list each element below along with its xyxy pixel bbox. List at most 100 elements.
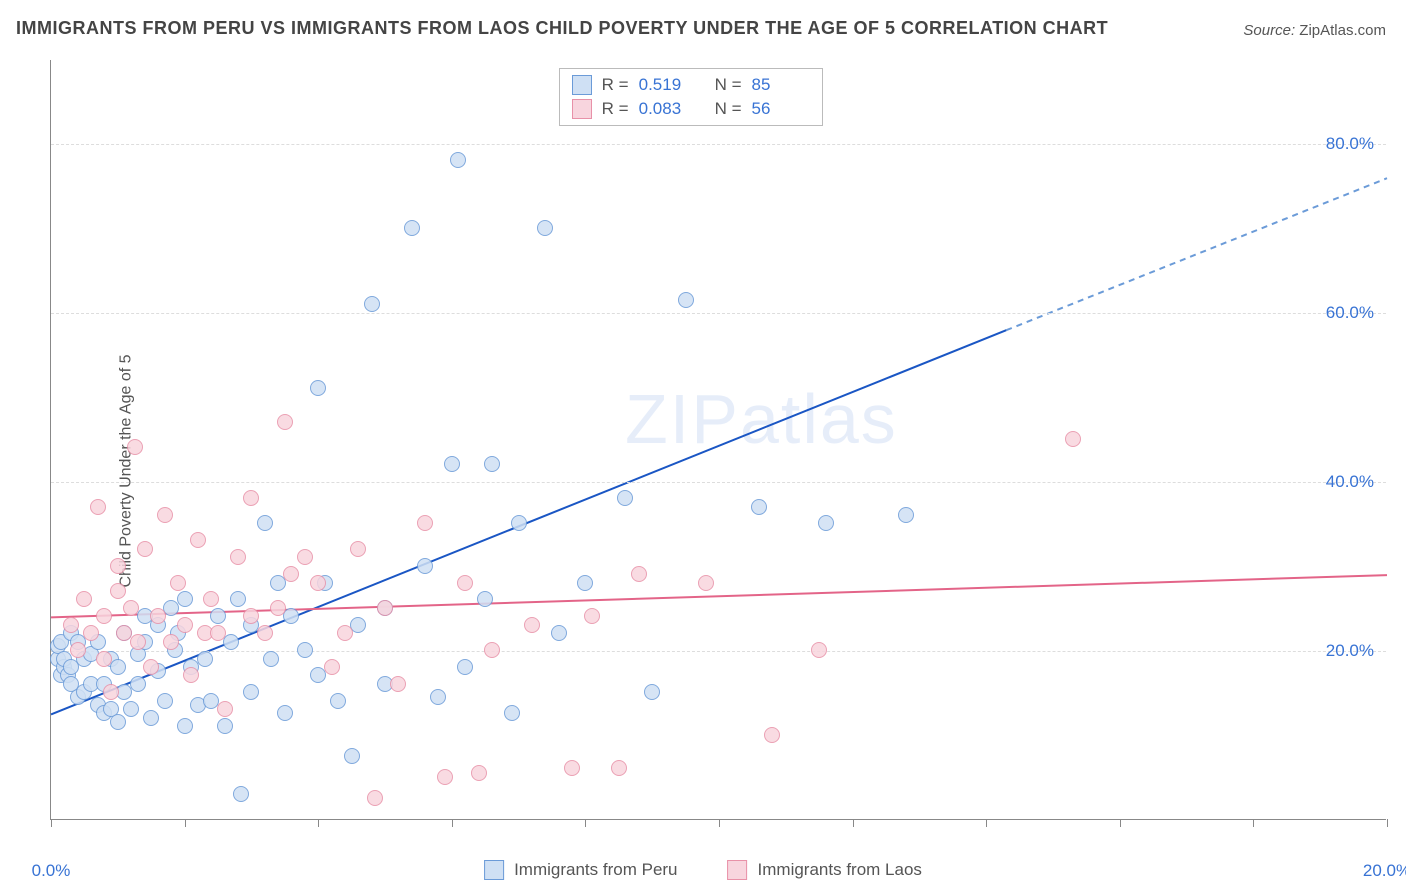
scatter-point: [217, 718, 233, 734]
x-tick: [986, 819, 987, 827]
r-label: R =: [602, 75, 629, 95]
legend-swatch: [728, 860, 748, 880]
scatter-point: [243, 490, 259, 506]
scatter-point: [818, 515, 834, 531]
scatter-point: [283, 608, 299, 624]
gridline-horizontal: [51, 651, 1386, 652]
scatter-point: [110, 583, 126, 599]
y-tick-label: 80.0%: [1326, 134, 1374, 154]
scatter-point: [130, 634, 146, 650]
legend-label: Immigrants from Peru: [514, 860, 677, 880]
scatter-point: [76, 591, 92, 607]
chart-container: Child Poverty Under the Age of 5 ZIPatla…: [0, 50, 1406, 892]
scatter-point: [297, 549, 313, 565]
trend-lines-layer: [51, 60, 1386, 819]
scatter-point: [197, 651, 213, 667]
scatter-point: [96, 608, 112, 624]
scatter-point: [103, 684, 119, 700]
scatter-point: [257, 625, 273, 641]
scatter-point: [263, 651, 279, 667]
scatter-point: [390, 676, 406, 692]
scatter-point: [110, 558, 126, 574]
scatter-point: [143, 710, 159, 726]
scatter-point: [277, 414, 293, 430]
scatter-point: [417, 515, 433, 531]
legend-label: Immigrants from Laos: [758, 860, 922, 880]
scatter-point: [170, 575, 186, 591]
scatter-point: [90, 499, 106, 515]
stat-legend-row: R =0.083N =56: [572, 97, 810, 121]
scatter-point: [130, 676, 146, 692]
scatter-point: [277, 705, 293, 721]
scatter-point: [617, 490, 633, 506]
scatter-point: [210, 608, 226, 624]
scatter-point: [96, 651, 112, 667]
scatter-point: [283, 566, 299, 582]
scatter-point: [223, 634, 239, 650]
scatter-point: [177, 617, 193, 633]
source-label: Source:: [1243, 22, 1295, 39]
x-tick: [452, 819, 453, 827]
scatter-point: [611, 760, 627, 776]
scatter-point: [183, 667, 199, 683]
scatter-point: [137, 541, 153, 557]
scatter-point: [457, 659, 473, 675]
scatter-point: [484, 456, 500, 472]
stat-legend-row: R =0.519N =85: [572, 73, 810, 97]
scatter-point: [444, 456, 460, 472]
scatter-point: [210, 625, 226, 641]
scatter-point: [324, 659, 340, 675]
scatter-point: [377, 600, 393, 616]
scatter-point: [143, 659, 159, 675]
scatter-point: [551, 625, 567, 641]
scatter-point: [337, 625, 353, 641]
n-label: N =: [715, 99, 742, 119]
scatter-point: [177, 718, 193, 734]
y-tick-label: 20.0%: [1326, 641, 1374, 661]
scatter-point: [163, 634, 179, 650]
scatter-point: [457, 575, 473, 591]
scatter-point: [230, 549, 246, 565]
scatter-point: [203, 591, 219, 607]
scatter-point: [751, 499, 767, 515]
x-tick: [185, 819, 186, 827]
scatter-point: [450, 152, 466, 168]
scatter-point: [110, 714, 126, 730]
scatter-point: [417, 558, 433, 574]
legend-item: Immigrants from Peru: [484, 860, 677, 880]
x-tick: [318, 819, 319, 827]
scatter-point: [257, 515, 273, 531]
scatter-point: [898, 507, 914, 523]
scatter-point: [698, 575, 714, 591]
scatter-point: [70, 642, 86, 658]
legend-swatch: [572, 99, 592, 119]
plot-area: ZIPatlas R =0.519N =85R =0.083N =56 20.0…: [50, 60, 1386, 820]
scatter-point: [584, 608, 600, 624]
scatter-point: [83, 625, 99, 641]
scatter-point: [811, 642, 827, 658]
scatter-point: [243, 608, 259, 624]
scatter-point: [404, 220, 420, 236]
scatter-point: [230, 591, 246, 607]
scatter-point: [644, 684, 660, 700]
scatter-point: [504, 705, 520, 721]
scatter-point: [63, 617, 79, 633]
x-tick: [1253, 819, 1254, 827]
scatter-point: [123, 600, 139, 616]
scatter-point: [1065, 431, 1081, 447]
scatter-point: [243, 684, 259, 700]
legend-swatch: [484, 860, 504, 880]
scatter-point: [430, 689, 446, 705]
scatter-point: [484, 642, 500, 658]
scatter-point: [350, 541, 366, 557]
r-value: 0.519: [639, 75, 697, 95]
scatter-point: [190, 532, 206, 548]
legend-item: Immigrants from Laos: [728, 860, 922, 880]
scatter-point: [631, 566, 647, 582]
r-value: 0.083: [639, 99, 697, 119]
scatter-point: [157, 693, 173, 709]
scatter-point: [344, 748, 360, 764]
legend-swatch: [572, 75, 592, 95]
scatter-point: [297, 642, 313, 658]
scatter-point: [217, 701, 233, 717]
